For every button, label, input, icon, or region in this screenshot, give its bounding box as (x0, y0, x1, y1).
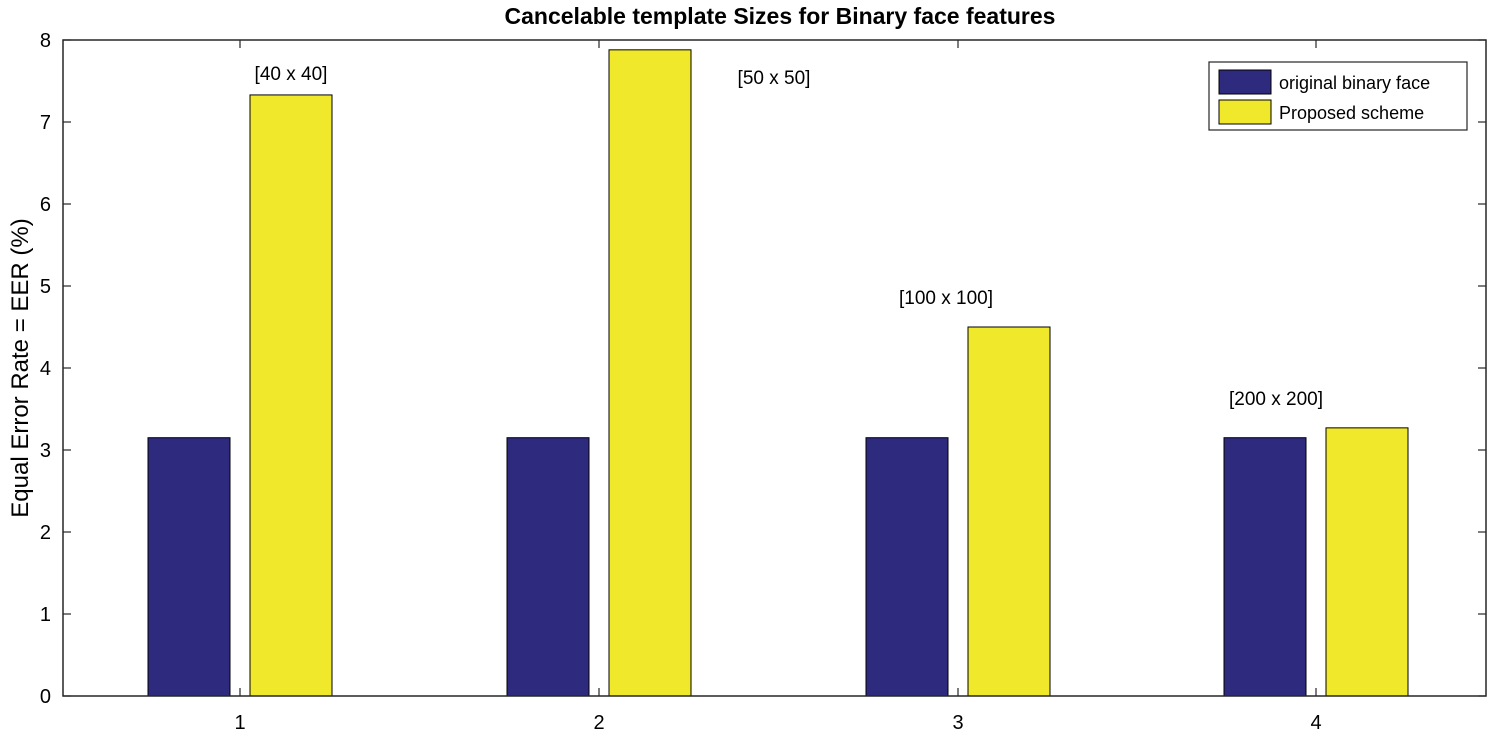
y-axis-label: Equal Error Rate = EER (%) (7, 218, 34, 517)
annotation-4: [200 x 200] (1229, 389, 1323, 410)
annotations-layer: [40 x 40] [50 x 50] [100 x 100] [200 x 200] (255, 64, 1323, 410)
bar-original-2 (506, 437, 590, 697)
plot-frame (62, 39, 1487, 697)
chart-title: Cancelable template Sizes for Binary fac… (505, 3, 1056, 29)
y-tick-label-6: 6 (40, 194, 51, 216)
bar-original-4 (1223, 437, 1307, 697)
bars-layer (147, 49, 1409, 697)
legend-swatch-original (1218, 69, 1272, 95)
x-tick-label-4: 4 (1310, 712, 1321, 734)
bar-proposed-2 (608, 49, 692, 697)
x-tick-label-1: 1 (234, 712, 245, 734)
legend-label-proposed: Proposed scheme (1279, 103, 1424, 123)
y-tick-label-5: 5 (40, 276, 51, 298)
y-tick-label-2: 2 (40, 522, 51, 544)
y-tick-label-3: 3 (40, 440, 51, 462)
annotation-1: [40 x 40] (255, 64, 328, 85)
y-tick-label-8: 8 (40, 30, 51, 52)
bar-proposed-3 (967, 326, 1051, 697)
y-tick-label-7: 7 (40, 112, 51, 134)
y-tick-label-4: 4 (40, 358, 51, 380)
y-tick-label-1: 1 (40, 604, 51, 626)
bar-proposed-1 (249, 94, 333, 697)
bar-original-3 (865, 437, 949, 697)
bar-proposed-4 (1325, 427, 1409, 697)
axes-layer: 0 1 2 3 4 5 6 7 8 1 2 3 4 (40, 30, 1486, 734)
y-tick-label-0: 0 (40, 686, 51, 708)
x-tick-label-2: 2 (593, 712, 604, 734)
bar-original-1 (147, 437, 231, 697)
legend: original binary face Proposed scheme (1208, 61, 1468, 131)
annotation-2: [50 x 50] (738, 68, 811, 89)
annotation-3: [100 x 100] (899, 288, 993, 309)
legend-swatch-proposed (1218, 99, 1272, 125)
x-tick-label-3: 3 (952, 712, 963, 734)
legend-label-original: original binary face (1279, 73, 1430, 93)
